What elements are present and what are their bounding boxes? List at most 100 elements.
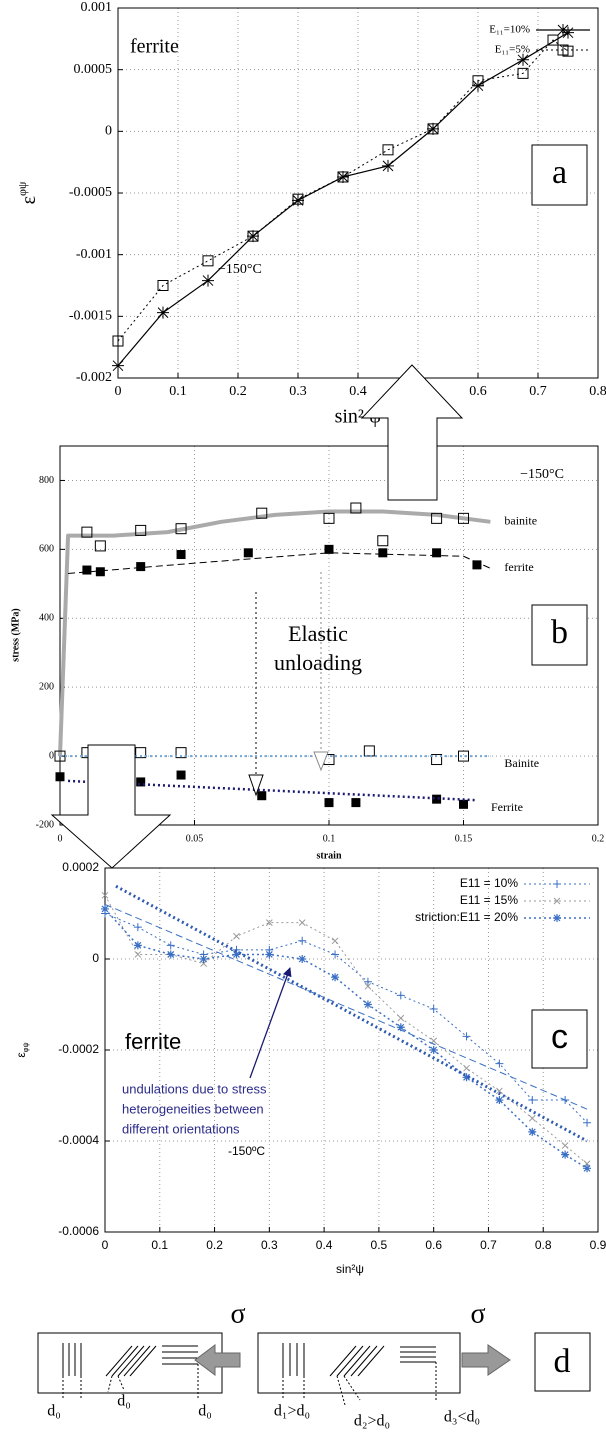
point	[396, 1023, 405, 1032]
point	[95, 567, 105, 577]
point	[112, 335, 124, 347]
point	[175, 523, 187, 535]
point	[323, 512, 335, 524]
point	[351, 798, 361, 808]
point	[377, 535, 389, 547]
point	[101, 891, 109, 899]
series-line	[104, 895, 588, 1165]
x-tick-label: 0.6	[425, 1238, 442, 1252]
annotation: −150°C	[218, 262, 262, 277]
point	[256, 507, 268, 519]
point	[298, 919, 306, 926]
y-axis-label: εφψ	[14, 1042, 30, 1057]
point	[583, 1164, 592, 1173]
x-tick-label: 0.15	[455, 833, 473, 844]
point	[562, 26, 574, 39]
point	[331, 950, 340, 959]
unloading-arrow-head	[248, 774, 264, 797]
plot-frame	[117, 7, 599, 379]
spacing-guides	[62, 1364, 199, 1400]
point	[431, 754, 443, 766]
point	[136, 777, 146, 787]
point	[292, 194, 304, 207]
y-tick-label: -0.002	[76, 370, 112, 385]
y-tick-label: -200	[36, 819, 54, 830]
chart-panel: 0 0.05 0.1 0.15 0.2 -200 0 200 400 600 800 strain st…	[10, 445, 605, 861]
panel-label-box	[531, 604, 588, 666]
point	[463, 1064, 470, 1072]
y-axis-label-sup: φψ	[15, 181, 29, 196]
annotation: Elastic	[288, 621, 348, 646]
series-label: ferrite	[504, 560, 533, 574]
x-tick-label: 0	[58, 833, 63, 844]
point	[324, 544, 334, 554]
x-tick-label: 0.1	[169, 384, 187, 399]
panel-label-box	[534, 1332, 591, 1392]
point	[166, 950, 175, 959]
y-tick-label: 0.0002	[62, 860, 99, 874]
point	[528, 1096, 537, 1105]
y-axis-label-sub: φψ	[21, 1042, 30, 1052]
chart-panel: 0 0.1 0.2 0.3 0.4 0.5 0.6 0.7 0.8 0.9 -0.0006 -0.00…	[14, 860, 606, 1276]
y-tick-label: 0	[49, 750, 54, 761]
point	[298, 955, 307, 963]
point	[136, 562, 146, 572]
series-line	[104, 913, 588, 1124]
load-arrow	[194, 1344, 241, 1376]
point	[135, 747, 147, 759]
point	[517, 67, 529, 79]
y-tick-label: 800	[39, 475, 54, 486]
series-line	[58, 509, 491, 757]
y-tick-label: 0.0005	[74, 62, 113, 77]
point	[432, 794, 442, 804]
series-line	[104, 908, 588, 1169]
lattice-planes	[282, 1343, 436, 1377]
annotation: ferrite	[130, 36, 179, 58]
x-tick-label: 0.05	[186, 833, 204, 844]
series-label: bainite	[504, 514, 537, 528]
panel-label-box	[531, 144, 588, 206]
panel-d	[37, 1332, 591, 1406]
spacing-label: d₀	[47, 1403, 61, 1420]
point	[112, 359, 124, 372]
point	[363, 1000, 372, 1009]
point	[337, 171, 349, 183]
point	[157, 280, 169, 291]
point	[427, 122, 439, 135]
spacing-label: d₃<d₀	[444, 1409, 480, 1426]
point	[495, 1059, 504, 1068]
x-tick-label: 0.4	[316, 1238, 333, 1252]
annotation: unloading	[274, 650, 362, 675]
y-tick-label: -0.0015	[69, 309, 112, 324]
point	[175, 747, 187, 759]
legend-label: E11 = 10%	[460, 876, 518, 890]
spacing-guides	[282, 1362, 437, 1406]
point	[331, 937, 339, 945]
point	[233, 932, 240, 940]
point	[495, 1096, 504, 1105]
x-tick-label: 0.2	[592, 833, 605, 844]
plot-frame	[59, 445, 599, 826]
point	[133, 923, 142, 932]
y-tick-label: -0.0004	[58, 1133, 99, 1147]
point	[243, 548, 253, 558]
point	[166, 941, 175, 950]
point	[363, 745, 375, 757]
point	[561, 1150, 570, 1159]
y-tick-label: 0.001	[81, 0, 113, 15]
point	[429, 1005, 438, 1014]
point	[55, 772, 65, 782]
point	[378, 548, 388, 558]
point	[101, 904, 109, 913]
spacing-label: d₁>d₀	[274, 1403, 310, 1420]
point	[199, 955, 208, 963]
point	[135, 524, 147, 536]
x-tick-label: 0.8	[535, 1238, 552, 1252]
y-axis-label: stress (MPa)	[10, 608, 21, 661]
point	[583, 1118, 592, 1127]
spacing-label: d₂>d₀	[354, 1413, 390, 1430]
point	[265, 950, 274, 959]
point	[382, 159, 394, 172]
pointer-arrow	[249, 967, 292, 1079]
